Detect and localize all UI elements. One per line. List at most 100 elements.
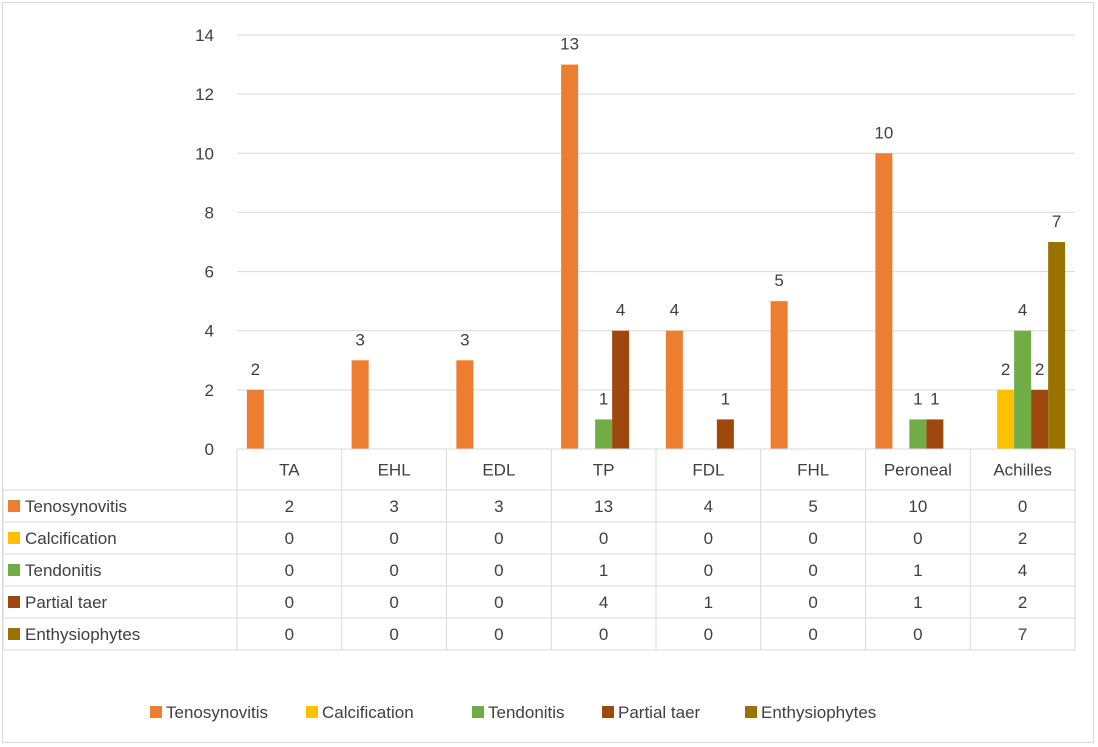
table-cell: 0 [285,561,294,580]
legend-label: Partial taer [618,703,701,722]
table-row-label: Tenosynovitis [25,497,127,516]
table-cell: 3 [494,497,503,516]
bar-tenosynovitis [665,330,683,449]
table-cell: 0 [494,625,503,644]
category-label: FDL [692,461,724,480]
bar-partial-taer [926,419,944,449]
legend-swatch [602,706,614,718]
table-cell: 0 [704,625,713,644]
y-tick-label: 10 [195,144,214,163]
y-tick-label: 0 [205,440,214,459]
data-label: 3 [355,330,364,349]
table-cell: 0 [389,529,398,548]
table-cell: 0 [285,529,294,548]
data-label: 2 [1035,360,1044,379]
category-label: EHL [378,461,411,480]
table-legend-key [8,532,20,544]
legend-swatch [150,706,162,718]
bar-partial-taer [716,419,734,449]
bar-tenosynovitis [875,153,893,450]
legend-label: Tendonitis [488,703,565,722]
bar-tendonitis [909,419,927,449]
data-label: 3 [460,330,469,349]
category-label: EDL [482,461,515,480]
table-row-label: Calcification [25,529,117,548]
bar-partial-taer [1031,389,1049,449]
table-legend-key [8,628,20,640]
table-cell: 0 [704,529,713,548]
table-cell: 2 [285,497,294,516]
table-cell: 4 [1018,561,1027,580]
data-label: 5 [774,271,783,290]
table-legend-key [8,596,20,608]
bar-enthysiophytes [1048,242,1066,449]
table-cell: 4 [704,497,713,516]
data-label: 1 [599,389,608,408]
table-legend-key [8,500,20,512]
data-label: 1 [721,389,730,408]
data-label: 10 [874,123,893,142]
table-cell: 1 [704,593,713,612]
table-cell: 10 [908,497,927,516]
legend-swatch [745,706,757,718]
bar-tenosynovitis [770,301,788,449]
table-cell: 1 [913,561,922,580]
data-label: 4 [1018,301,1027,320]
table-cell: 0 [808,529,817,548]
table-cell: 4 [599,593,608,612]
bar-tendonitis [595,419,613,449]
table-cell: 7 [1018,625,1027,644]
table-cell: 0 [285,625,294,644]
category-label: TP [593,461,615,480]
table-cell: 0 [599,529,608,548]
legend-swatch [306,706,318,718]
category-label: FHL [797,461,829,480]
table-cell: 0 [494,529,503,548]
table-cell: 0 [494,593,503,612]
table-cell: 1 [599,561,608,580]
table-row-label: Enthysiophytes [25,625,140,644]
table-cell: 13 [594,497,613,516]
bar-tendonitis [1014,330,1032,449]
table-cell: 0 [389,593,398,612]
bar-partial-taer [612,330,630,449]
bar-calcification [997,389,1015,449]
bar-tenosynovitis [456,360,474,449]
table-cell: 2 [1018,529,1027,548]
data-label: 1 [913,389,922,408]
legend-label: Calcification [322,703,414,722]
data-label: 1 [930,389,939,408]
y-tick-label: 4 [205,322,214,341]
legend-label: Tenosynovitis [166,703,268,722]
table-row-label: Tendonitis [25,561,102,580]
y-tick-label: 14 [195,26,214,45]
table-cell: 0 [808,593,817,612]
table-cell: 0 [389,561,398,580]
category-label: Achilles [993,461,1052,480]
y-tick-label: 6 [205,263,214,282]
table-cell: 0 [704,561,713,580]
legend-swatch [472,706,484,718]
table-cell: 0 [1018,497,1027,516]
table-cell: 3 [389,497,398,516]
bar-tenosynovitis [561,64,579,450]
table-cell: 0 [389,625,398,644]
y-tick-label: 2 [205,381,214,400]
table-cell: 0 [808,625,817,644]
table-cell: 5 [808,497,817,516]
data-label: 7 [1052,212,1061,231]
data-label: 2 [251,360,260,379]
table-row-label: Partial taer [25,593,108,612]
table-cell: 2 [1018,593,1027,612]
category-label: Peroneal [884,461,952,480]
y-tick-label: 8 [205,203,214,222]
data-label: 4 [616,301,625,320]
table-cell: 1 [913,593,922,612]
legend-label: Enthysiophytes [761,703,876,722]
data-label: 13 [560,35,579,54]
y-tick-label: 12 [195,85,214,104]
table-cell: 0 [494,561,503,580]
table-cell: 0 [913,529,922,548]
